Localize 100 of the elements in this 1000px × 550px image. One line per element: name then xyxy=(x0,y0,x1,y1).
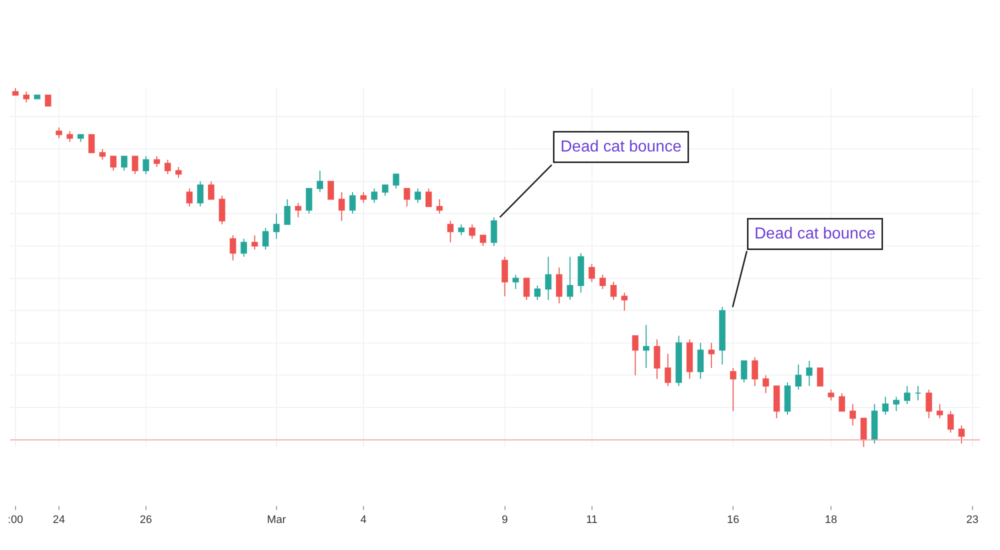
candlestick xyxy=(110,156,116,172)
candlestick xyxy=(414,188,421,204)
candlestick xyxy=(252,234,258,250)
candlestick xyxy=(556,267,562,304)
candlestick xyxy=(447,220,454,243)
candlestick xyxy=(218,195,226,225)
candlestick xyxy=(12,88,19,96)
x-tick-label: 26 xyxy=(140,514,152,526)
annotation: Dead cat bounce xyxy=(560,138,682,156)
candlestick xyxy=(142,156,150,175)
candlestick xyxy=(284,198,290,225)
candlestick xyxy=(545,256,552,300)
x-tick-label: 9 xyxy=(502,514,508,526)
candlestick xyxy=(926,389,932,419)
candlestick xyxy=(871,403,878,444)
x-tick-label: Mar xyxy=(266,514,286,526)
candlestick xyxy=(78,134,84,142)
candlestick xyxy=(469,224,476,240)
candlestick xyxy=(697,342,704,380)
candlestick xyxy=(534,284,541,300)
x-tick-label: 23 xyxy=(966,514,979,526)
candlestick xyxy=(664,353,672,386)
candlestick xyxy=(936,403,943,419)
candlestick xyxy=(828,389,834,401)
candlestick xyxy=(175,166,182,178)
candlestick xyxy=(914,386,922,401)
candlestick xyxy=(893,396,900,412)
candlestick xyxy=(904,386,910,404)
candlestick xyxy=(316,170,324,193)
candlestick xyxy=(784,382,791,416)
candlestick xyxy=(360,192,367,204)
candlestick xyxy=(708,342,715,369)
candlestick xyxy=(882,396,889,416)
candlestick xyxy=(947,410,954,434)
candlestick xyxy=(34,94,40,100)
x-tick-label: 11 xyxy=(586,514,598,526)
candlestick xyxy=(349,192,356,214)
candlestick xyxy=(578,252,584,294)
candlestick xyxy=(599,274,606,290)
x-tick-label: 24 xyxy=(52,514,66,526)
candlestick xyxy=(621,292,628,312)
candlestick xyxy=(523,278,530,300)
candlestick xyxy=(850,403,856,426)
candlestick xyxy=(806,360,812,386)
x-tick-label: 18 xyxy=(824,514,838,526)
candlestick xyxy=(676,335,682,386)
candlestick xyxy=(186,188,193,207)
candlestick xyxy=(66,130,73,142)
candlestick xyxy=(480,234,486,246)
x-tick-label: :00 xyxy=(8,514,24,526)
candlestick xyxy=(490,216,498,246)
candlestick xyxy=(773,386,780,419)
candlestick xyxy=(795,364,802,390)
candlestick xyxy=(371,188,378,204)
candlestick xyxy=(392,174,400,190)
candlestick xyxy=(566,256,574,300)
candlestick xyxy=(328,180,334,200)
candlestick xyxy=(686,338,693,380)
candlestick xyxy=(99,148,106,160)
candlestick xyxy=(958,424,965,444)
candlestick xyxy=(273,213,280,240)
candlestick xyxy=(306,188,312,214)
candlestick xyxy=(197,180,204,207)
candlestick xyxy=(164,159,171,175)
candlestick xyxy=(56,126,62,139)
candlestick xyxy=(230,234,236,261)
candlestick xyxy=(816,368,824,386)
candlestick xyxy=(610,281,617,300)
candlestick xyxy=(436,198,443,214)
candlestick xyxy=(752,356,758,386)
candlestick xyxy=(295,202,302,218)
candlestick xyxy=(154,156,160,168)
candlestick xyxy=(642,324,650,369)
candlestick xyxy=(762,374,769,394)
candlestick xyxy=(740,360,748,383)
candlestick xyxy=(730,368,736,412)
candlestick xyxy=(404,188,410,207)
candlestick xyxy=(654,338,660,380)
candlestick xyxy=(88,134,95,154)
candlestick xyxy=(502,256,508,297)
candlestick xyxy=(208,180,214,200)
candlestick xyxy=(838,392,846,412)
annotation: Dead cat bounce xyxy=(754,226,876,242)
candlestick xyxy=(632,335,638,376)
candlestick xyxy=(121,156,128,172)
candlestick xyxy=(512,274,519,290)
x-tick-label: 4 xyxy=(360,514,366,526)
candlestick xyxy=(588,263,595,282)
candlestick xyxy=(338,192,345,222)
candlestick xyxy=(44,94,52,106)
candlestick xyxy=(132,156,138,175)
candlestick xyxy=(23,91,30,103)
candlestick xyxy=(426,188,432,207)
candlestick xyxy=(240,238,247,258)
candlestick xyxy=(458,224,464,236)
x-tick-label: 16 xyxy=(727,514,740,526)
candlestick xyxy=(860,418,867,448)
candlestick xyxy=(262,228,269,250)
candlestick xyxy=(382,184,388,196)
candlestick xyxy=(719,306,726,365)
